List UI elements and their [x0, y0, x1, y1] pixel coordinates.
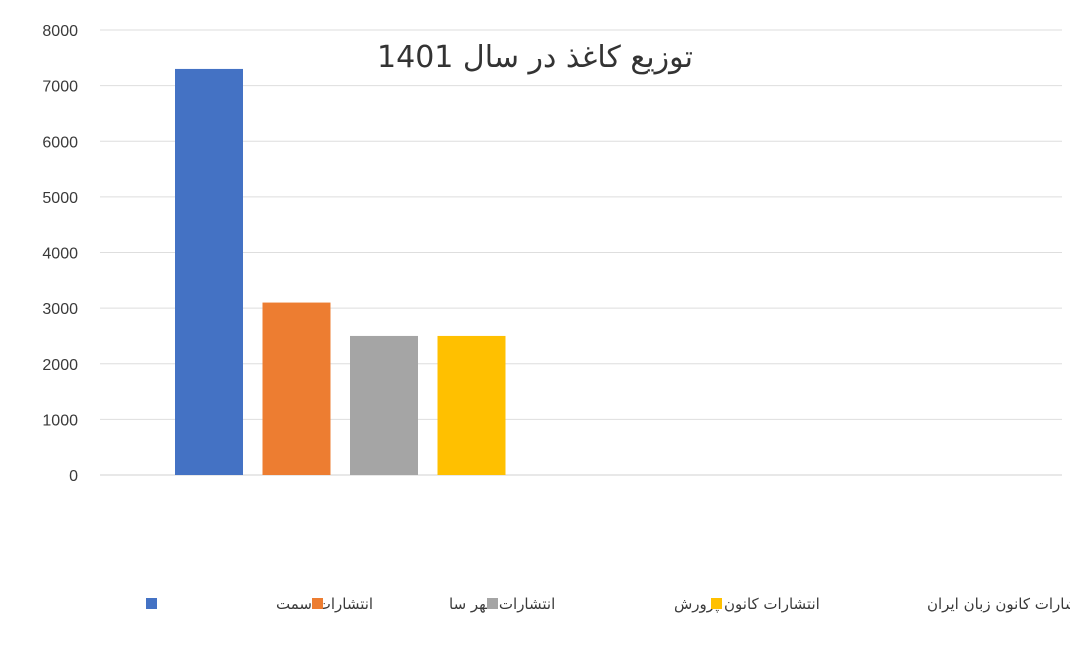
bar — [262, 302, 331, 475]
legend-swatch — [146, 598, 157, 609]
bar — [175, 68, 243, 475]
y-tick-label: 0 — [69, 468, 78, 485]
bar — [350, 335, 418, 475]
legend-swatch — [487, 598, 498, 609]
legend: انتشارات سمت انتشارات مهر سا انتشارات کانو… — [146, 595, 1070, 614]
legend-label: انتشارات مهر سا — [449, 595, 555, 613]
y-tick-label: 6000 — [42, 134, 78, 151]
bars — [175, 68, 506, 475]
y-tick-label: 7000 — [42, 79, 78, 96]
legend-swatch — [312, 598, 323, 609]
y-tick-label: 3000 — [42, 301, 78, 318]
y-axis-ticks: 0 1000 2000 3000 4000 5000 6000 7000 8000 — [42, 23, 78, 485]
gridlines — [100, 29, 1062, 476]
legend-label: انتشارات کانون پرورش — [674, 595, 820, 614]
chart-title: توزیع کاغذ در سال 1401 — [377, 40, 693, 75]
y-tick-label: 5000 — [42, 190, 78, 207]
legend-label: انتشارات سمت — [276, 595, 373, 613]
legend-swatch — [711, 598, 722, 609]
y-tick-label: 4000 — [42, 246, 78, 263]
y-tick-label: 1000 — [42, 412, 78, 429]
y-tick-label: 2000 — [42, 357, 78, 374]
y-tick-label: 8000 — [42, 23, 78, 40]
bar — [437, 335, 506, 475]
legend-label: انتشارات کانون زبان ایران — [927, 595, 1070, 613]
